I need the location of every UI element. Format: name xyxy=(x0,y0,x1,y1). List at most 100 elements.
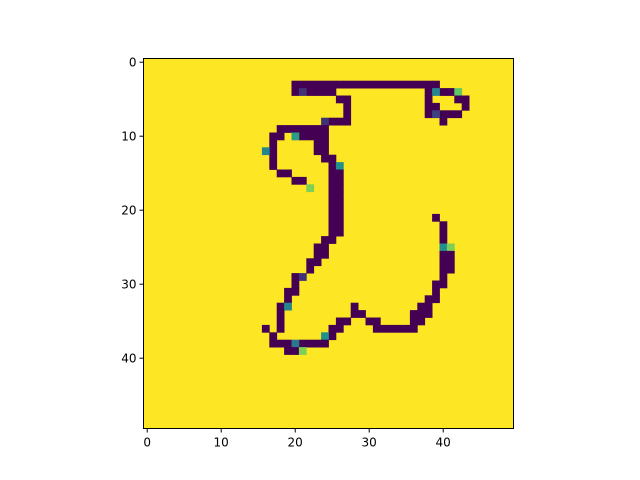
heatmap-cell xyxy=(336,229,344,237)
heatmap-cell xyxy=(440,273,448,281)
heatmap-cell xyxy=(292,177,300,185)
heatmap-cell xyxy=(432,281,440,289)
heatmap-cell xyxy=(462,96,470,104)
plot-area xyxy=(144,59,514,429)
heatmap-cell xyxy=(292,273,300,281)
heatmap-cell xyxy=(336,81,344,89)
heatmap-cell xyxy=(277,340,285,348)
heatmap-cell xyxy=(329,162,337,170)
heatmap-cell xyxy=(306,133,314,141)
heatmap-cell xyxy=(321,332,329,340)
heatmap-cell xyxy=(277,125,285,133)
heatmap-cell xyxy=(336,221,344,229)
heatmap-cell xyxy=(329,184,337,192)
heatmap-cell xyxy=(336,96,344,104)
heatmap-cell xyxy=(269,155,277,163)
heatmap-cell xyxy=(336,199,344,207)
heatmap-cell xyxy=(388,325,396,333)
heatmap-cell xyxy=(425,81,433,89)
heatmap-cell xyxy=(314,147,322,155)
heatmap-cell xyxy=(284,125,292,133)
heatmap-cell xyxy=(314,125,322,133)
heatmap-cell xyxy=(425,303,433,311)
heatmap-cell xyxy=(329,221,337,229)
heatmap-cell xyxy=(440,244,448,252)
heatmap-cell xyxy=(321,155,329,163)
heatmap-cell xyxy=(425,295,433,303)
heatmap-cell xyxy=(380,325,388,333)
heatmap-cell xyxy=(314,340,322,348)
heatmap-cell xyxy=(410,318,418,326)
heatmap-cell xyxy=(321,81,329,89)
heatmap-cell xyxy=(440,110,448,118)
heatmap-cell xyxy=(321,244,329,252)
heatmap-cell xyxy=(351,310,359,318)
heatmap-cell xyxy=(277,318,285,326)
heatmap-cell xyxy=(336,214,344,222)
heatmap-cell xyxy=(321,251,329,259)
heatmap-cell xyxy=(321,118,329,126)
heatmap-cell xyxy=(306,125,314,133)
heatmap-cell xyxy=(299,340,307,348)
heatmap-cell xyxy=(299,81,307,89)
heatmap-cell xyxy=(432,295,440,303)
heatmap-cell xyxy=(314,133,322,141)
heatmap-cell xyxy=(306,258,314,266)
y-tick-label: 30 xyxy=(121,278,136,292)
heatmap-cell xyxy=(329,88,337,96)
heatmap-cell xyxy=(343,103,351,111)
heatmap-cell xyxy=(329,332,337,340)
heatmap-cell xyxy=(440,88,448,96)
heatmap-cell xyxy=(380,81,388,89)
heatmap-cell xyxy=(336,318,344,326)
heatmap-cell xyxy=(336,325,344,333)
heatmap-cell xyxy=(432,103,440,111)
heatmap-cell xyxy=(410,310,418,318)
heatmap-cell xyxy=(417,81,425,89)
x-tick-label: 0 xyxy=(143,436,151,450)
heatmap-cell xyxy=(329,214,337,222)
heatmap-cell xyxy=(432,88,440,96)
heatmap-cell xyxy=(425,103,433,111)
heatmap-cell xyxy=(269,332,277,340)
heatmap-cell xyxy=(269,140,277,148)
heatmap-cell xyxy=(329,229,337,237)
heatmap-cell xyxy=(373,81,381,89)
x-tick-label: 30 xyxy=(362,436,377,450)
heatmap-cell xyxy=(269,162,277,170)
heatmap-cell xyxy=(432,81,440,89)
x-tick-label: 20 xyxy=(288,436,303,450)
heatmap-cell xyxy=(343,110,351,118)
heatmap-cell xyxy=(292,340,300,348)
heatmap-cell xyxy=(292,281,300,289)
heatmap-cell xyxy=(417,310,425,318)
heatmap-cell xyxy=(314,81,322,89)
heatmap-cell xyxy=(299,347,307,355)
heatmap-cell xyxy=(440,236,448,244)
heatmap-cell xyxy=(306,184,314,192)
heatmap-cell xyxy=(447,88,455,96)
heatmap-cell xyxy=(321,140,329,148)
heatmap-cell xyxy=(336,207,344,215)
heatmap-cell xyxy=(329,81,337,89)
heatmap-cell xyxy=(299,177,307,185)
heatmap-cell xyxy=(314,140,322,148)
heatmap-cell xyxy=(284,288,292,296)
heatmap-cell xyxy=(366,318,374,326)
heatmap-cell xyxy=(299,133,307,141)
heatmap-cell xyxy=(358,81,366,89)
heatmap-cell xyxy=(329,207,337,215)
heatmap-cell xyxy=(292,347,300,355)
x-tick-label: 10 xyxy=(214,436,229,450)
heatmap-cell xyxy=(314,88,322,96)
heatmap-cell xyxy=(447,244,455,252)
heatmap-cell xyxy=(299,125,307,133)
heatmap-cell xyxy=(403,81,411,89)
heatmap-cell xyxy=(425,310,433,318)
heatmap-cell xyxy=(440,281,448,289)
heatmap-cell xyxy=(336,184,344,192)
heatmap-cell xyxy=(321,133,329,141)
heatmap-cell xyxy=(432,214,440,222)
heatmap-cell xyxy=(432,288,440,296)
heatmap-cell xyxy=(373,318,381,326)
